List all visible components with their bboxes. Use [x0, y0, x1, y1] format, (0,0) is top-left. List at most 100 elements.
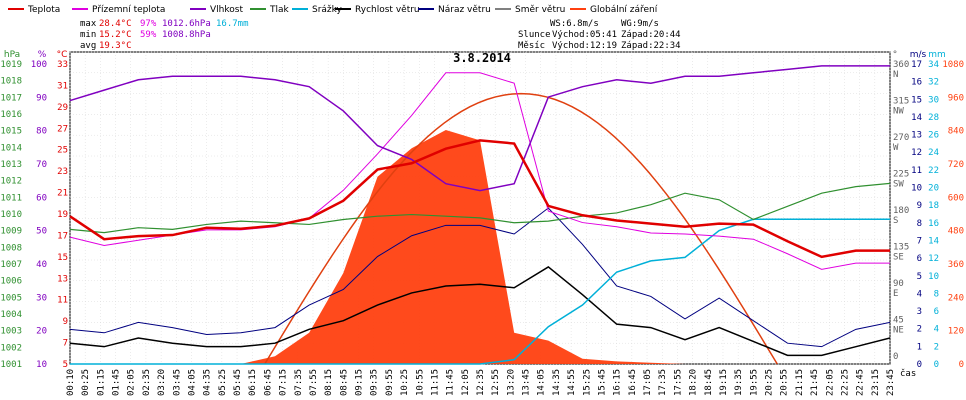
mm-tick: 10 [928, 272, 939, 282]
legend-label: Srážky [312, 5, 343, 15]
ms-tick: 13 [911, 131, 922, 141]
ms-tick: 3 [917, 307, 922, 317]
time-tick: 04:35 [203, 369, 213, 396]
wm2-tick: 600 [948, 193, 964, 203]
dir-tick: 270 [893, 133, 909, 143]
hpa-tick: 1017 [0, 93, 22, 103]
temp-tick: 19 [57, 210, 68, 220]
legend-item: Rychlost větru [335, 5, 420, 15]
time-tick: 03:45 [172, 369, 182, 396]
temp-tick: 31 [57, 81, 68, 91]
time-tick: 15:25 [582, 369, 592, 396]
radiation-theoretical-curve [264, 92, 778, 365]
time-tick: 11:15 [430, 369, 440, 396]
time-tick: 15:45 [597, 369, 607, 396]
time-tick: 14:05 [537, 369, 547, 396]
mm-tick: 34 [928, 60, 939, 70]
legend-label: Rychlost větru [355, 5, 420, 15]
time-tick: 14:35 [552, 369, 562, 396]
mm-unit: mm [928, 50, 946, 60]
legend-label: Teplota [27, 5, 60, 15]
hpa-tick: 1001 [0, 360, 22, 370]
wm2-tick: 480 [948, 227, 964, 237]
mm-tick: 4 [934, 325, 939, 335]
hpa-tick: 1013 [0, 160, 22, 170]
legend-item: Tlak [250, 5, 290, 15]
hpa-tick: 1010 [0, 210, 22, 220]
hpa-tick: 1002 [0, 343, 22, 353]
hpa-tick: 1016 [0, 110, 22, 120]
series-radiation-area [70, 130, 890, 364]
dir-tick-letter: E [893, 289, 898, 299]
x-axis: 00:10 00:25 01:15 01:45 02:05 02:35 03:20 03:45… [66, 368, 916, 396]
temp-tick: 5 [63, 360, 68, 370]
hpa-tick: 1007 [0, 260, 22, 270]
avg-label: avg [80, 41, 96, 51]
ms-tick: 16 [911, 78, 922, 88]
mm-tick: 24 [928, 148, 939, 158]
wind-speed-stat: WS:6.8m/s [550, 19, 599, 29]
time-unit: čas [900, 368, 916, 379]
wm2-tick: 720 [948, 160, 964, 170]
dir-tick-letter: N [893, 70, 898, 80]
max-label: max [80, 19, 97, 29]
legend-label: Směr větru [515, 5, 565, 15]
hpa-tick: 1015 [0, 127, 22, 137]
mm-tick: 0 [934, 360, 939, 370]
time-tick: 08:45 [339, 369, 349, 396]
temp-tick: 11 [57, 296, 68, 306]
ms-tick: 1 [917, 342, 922, 352]
time-tick: 10:25 [400, 369, 410, 396]
mm-tick: 20 [928, 184, 939, 194]
time-tick: 23:15 [871, 369, 881, 396]
wm2-tick: 840 [948, 127, 964, 137]
max-rain: 16.7mm [216, 19, 249, 29]
hpa-tick: 1006 [0, 277, 22, 287]
time-tick: 19:35 [734, 369, 744, 396]
ms-tick: 6 [917, 254, 922, 264]
legend-item: Přízemní teplota [72, 5, 165, 15]
time-tick: 23:45 [886, 369, 896, 396]
mm-tick: 18 [928, 201, 939, 211]
dir-tick: 315 [893, 97, 909, 107]
mm-tick: 16 [928, 219, 939, 229]
wm2-tick: 240 [948, 293, 964, 303]
time-tick: 07:35 [294, 369, 304, 396]
legend-item: Směr větru [495, 5, 565, 15]
temp-unit: °C [57, 50, 68, 60]
wm2-tick: 960 [948, 93, 964, 103]
pct-tick: 30 [36, 293, 47, 303]
time-tick: 04:05 [187, 369, 197, 396]
mm-tick: 32 [928, 78, 939, 88]
sun-label: Slunce [518, 30, 551, 40]
sun-set: Západ:20:44 [621, 30, 681, 40]
legend: Teplota Přízemní teplota Vlhkost Tlak Srážky… [8, 5, 658, 15]
dir-tick: 360 [893, 60, 909, 70]
time-tick: 07:15 [279, 369, 289, 396]
ms-tick: 11 [911, 166, 922, 176]
time-tick: 12:35 [476, 369, 486, 396]
left-axes: 1019101810171016101510141013101210111010… [0, 50, 68, 370]
legend-label: Tlak [269, 5, 290, 15]
ms-tick: 15 [911, 95, 922, 105]
mm-tick: 12 [928, 254, 939, 264]
legend-label: Vlhkost [210, 5, 243, 15]
time-tick: 12:55 [491, 369, 501, 396]
dir-tick: 0 [893, 352, 898, 362]
dir-tick-letter: NE [893, 326, 904, 336]
dir-tick-letter: SE [893, 253, 904, 263]
time-tick: 19:15 [719, 369, 729, 396]
time-tick: 12:05 [461, 369, 471, 396]
ms-tick: 7 [917, 236, 922, 246]
wm2-tick: 120 [948, 327, 964, 337]
mm-tick: 26 [928, 131, 939, 141]
time-tick: 22:45 [856, 369, 866, 396]
time-tick: 00:10 [66, 369, 76, 396]
time-tick: 19:55 [749, 369, 759, 396]
wm2-tick: 0 [959, 360, 964, 370]
moon-set: Západ:22:34 [621, 41, 681, 51]
temp-tick: 17 [57, 231, 68, 241]
dir-tick-letter: S [893, 216, 898, 226]
time-tick: 09:55 [385, 369, 395, 396]
legend-item: Globální záření [570, 5, 658, 15]
